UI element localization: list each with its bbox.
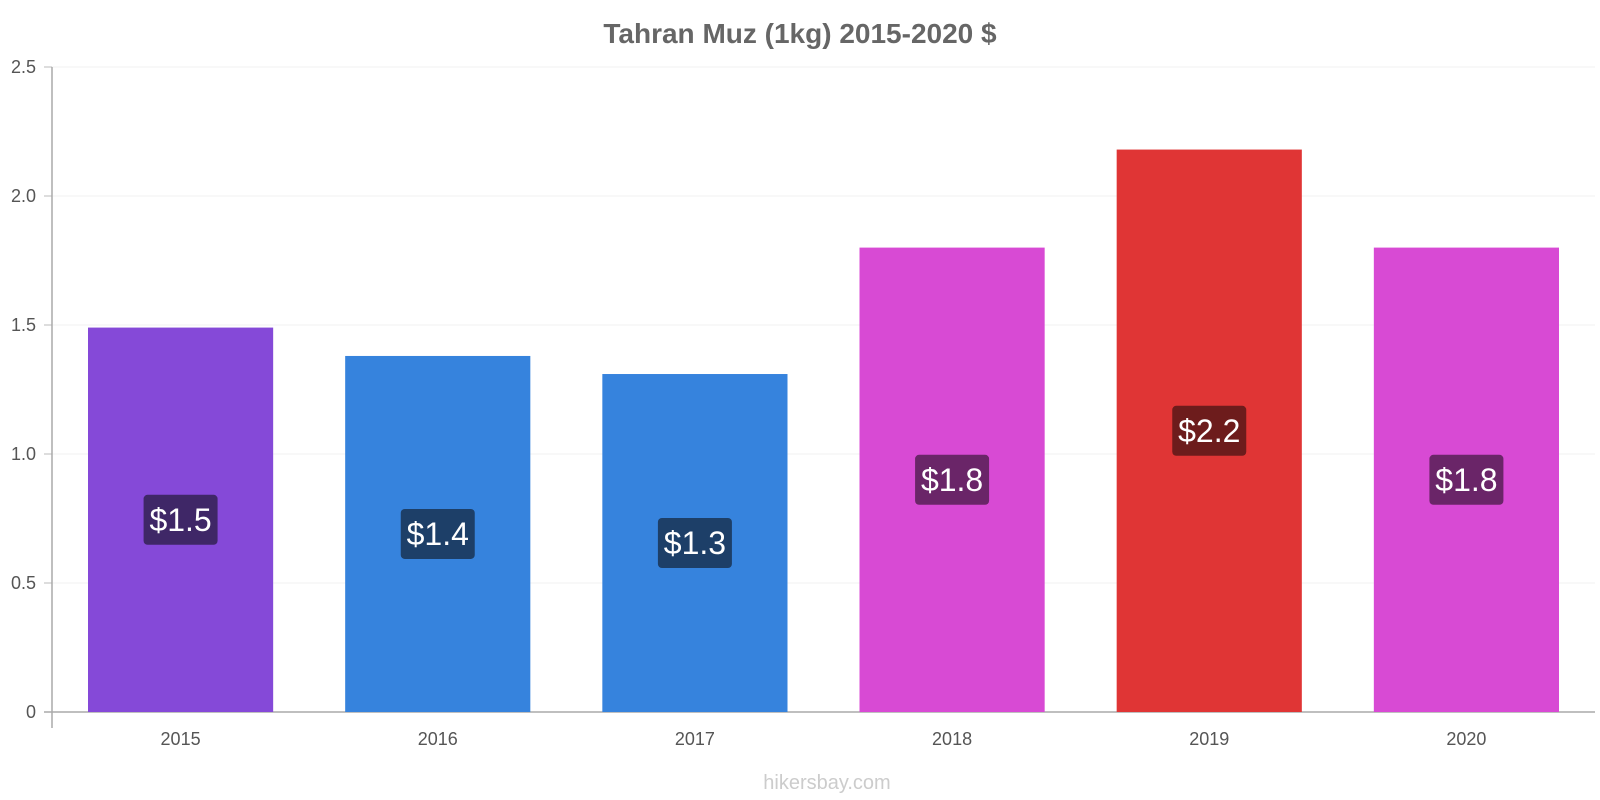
x-tick-label: 2016: [418, 729, 458, 749]
data-label-box: [915, 454, 990, 505]
data-label: $1.4: [407, 516, 469, 552]
x-tick-label: 2018: [932, 729, 972, 749]
data-label-box: [143, 494, 218, 545]
x-tick-label: 2019: [1189, 729, 1229, 749]
grid-lines: [52, 66, 1595, 584]
data-labels: $1.5 $1.4 $1.3 $1.8 $2.2 $1.8: [143, 405, 1504, 569]
data-label: $1.8: [921, 462, 983, 498]
axes: 0 0.5 1.0 1.5 2.0 2.5 2015 2016 2017 2018 2019 2020: [11, 57, 1595, 749]
y-tick-label: 1.0: [11, 444, 36, 464]
data-label-box: [1429, 454, 1504, 505]
y-tick-label: 0.5: [11, 573, 36, 593]
y-tick-label: 2.5: [11, 57, 36, 77]
y-tick-label: 1.5: [11, 315, 36, 335]
y-tick-label: 0: [26, 702, 36, 722]
watermark: hikersbay.com: [763, 772, 890, 794]
x-tick-label: 2015: [161, 729, 201, 749]
data-label: $1.3: [664, 525, 726, 561]
data-label-box: [1172, 405, 1247, 456]
x-tick-label: 2017: [675, 729, 715, 749]
x-tick-label: 2020: [1446, 729, 1486, 749]
data-label: $1.8: [1435, 462, 1497, 498]
chart-title: Tahran Muz (1kg) 2015-2020 $: [603, 18, 997, 49]
data-label-box: [657, 518, 732, 569]
data-label-box: [400, 508, 475, 559]
y-tick-label: 2.0: [11, 186, 36, 206]
data-label: $1.5: [149, 502, 211, 538]
data-label: $2.2: [1178, 413, 1240, 449]
bars: [88, 149, 1559, 712]
